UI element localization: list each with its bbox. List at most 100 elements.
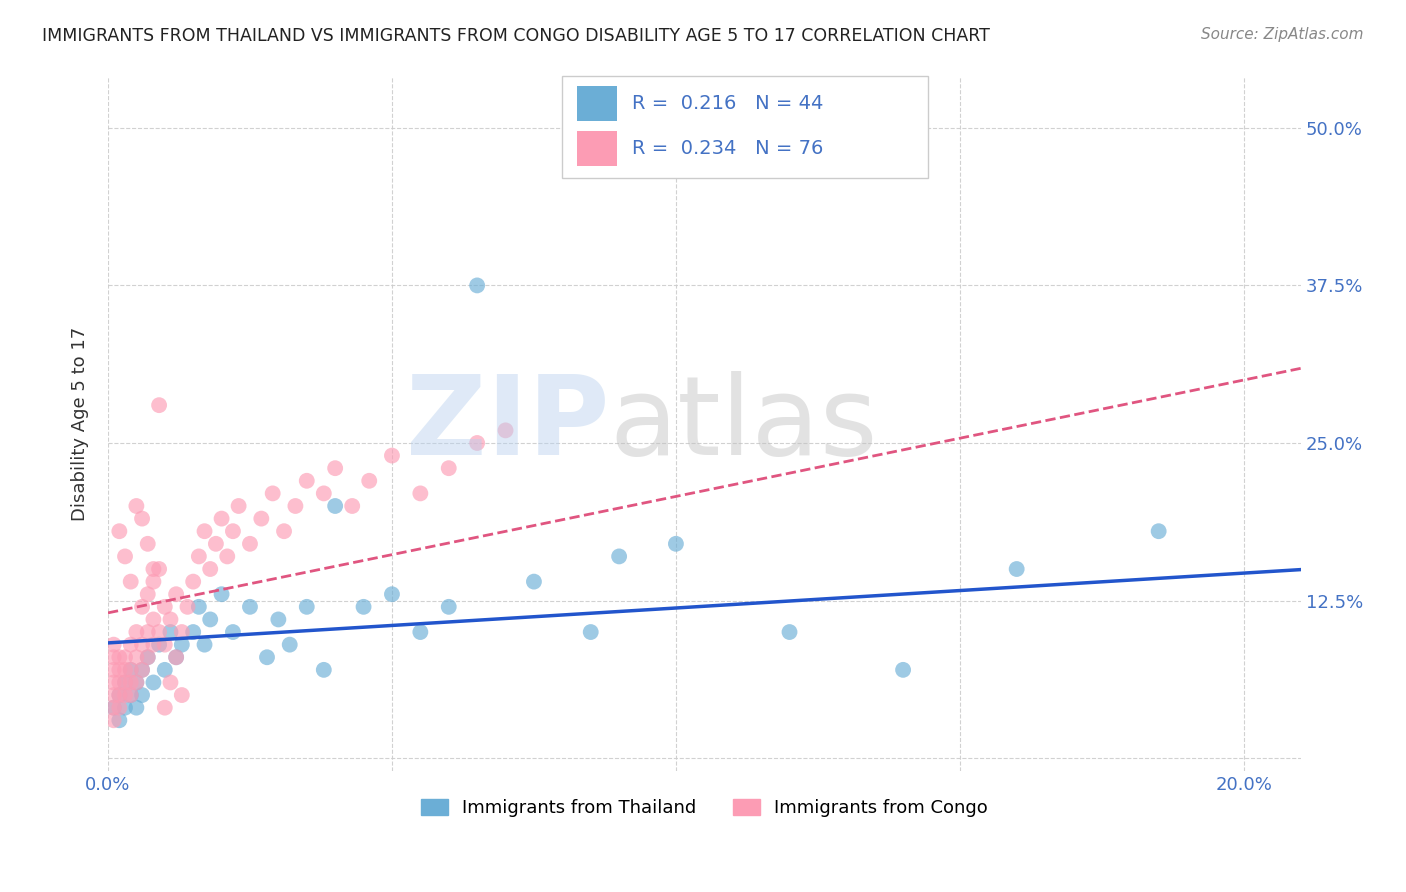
Point: [665, 537, 688, 551]
Point: [607, 549, 630, 564]
Point: [323, 499, 346, 513]
Point: [262, 486, 284, 500]
Point: [295, 474, 318, 488]
Point: [437, 461, 460, 475]
Point: [142, 638, 165, 652]
Point: [103, 688, 125, 702]
Point: [103, 638, 125, 652]
Point: [170, 688, 193, 702]
Point: [193, 638, 215, 652]
Point: [136, 625, 159, 640]
Point: [125, 650, 148, 665]
Point: [131, 688, 153, 702]
Point: [131, 638, 153, 652]
Point: [114, 650, 136, 665]
Point: [200, 562, 222, 576]
Point: [142, 574, 165, 589]
Point: [159, 612, 181, 626]
Point: [1005, 562, 1028, 576]
Point: [256, 650, 278, 665]
Text: R =  0.234   N = 76: R = 0.234 N = 76: [631, 139, 824, 158]
Point: [108, 650, 131, 665]
Point: [153, 599, 176, 614]
Point: [323, 461, 346, 475]
Point: [108, 700, 131, 714]
Point: [187, 599, 209, 614]
Point: [205, 537, 228, 551]
Point: [114, 549, 136, 564]
Point: [159, 675, 181, 690]
Point: [142, 612, 165, 626]
Point: [312, 663, 335, 677]
Point: [103, 713, 125, 727]
Point: [120, 663, 142, 677]
Point: [148, 398, 170, 412]
Point: [267, 612, 290, 626]
Point: [579, 625, 602, 640]
Bar: [576, 131, 617, 166]
Point: [170, 638, 193, 652]
Point: [120, 675, 142, 690]
Point: [165, 650, 187, 665]
Text: Source: ZipAtlas.com: Source: ZipAtlas.com: [1201, 27, 1364, 42]
Point: [381, 449, 404, 463]
Point: [108, 688, 131, 702]
Text: R =  0.216   N = 44: R = 0.216 N = 44: [631, 94, 824, 113]
Point: [108, 675, 131, 690]
Point: [103, 700, 125, 714]
Point: [278, 638, 301, 652]
Point: [465, 278, 488, 293]
Point: [120, 688, 142, 702]
Point: [103, 663, 125, 677]
Point: [114, 700, 136, 714]
Point: [523, 574, 546, 589]
Point: [131, 511, 153, 525]
Point: [103, 700, 125, 714]
Point: [381, 587, 404, 601]
Point: [159, 625, 181, 640]
Point: [125, 625, 148, 640]
Point: [222, 625, 245, 640]
Point: [187, 549, 209, 564]
Point: [114, 688, 136, 702]
Point: [409, 625, 432, 640]
Point: [153, 638, 176, 652]
Point: [136, 537, 159, 551]
Point: [181, 625, 204, 640]
Point: [148, 625, 170, 640]
Point: [148, 638, 170, 652]
Point: [103, 675, 125, 690]
Point: [312, 486, 335, 500]
Point: [170, 625, 193, 640]
Point: [108, 663, 131, 677]
Point: [108, 524, 131, 539]
Point: [228, 499, 250, 513]
Point: [222, 524, 245, 539]
Point: [465, 436, 488, 450]
Point: [108, 713, 131, 727]
Point: [437, 599, 460, 614]
Point: [250, 511, 273, 525]
Point: [340, 499, 363, 513]
Y-axis label: Disability Age 5 to 17: Disability Age 5 to 17: [72, 327, 89, 521]
Point: [142, 562, 165, 576]
Point: [136, 650, 159, 665]
Point: [165, 587, 187, 601]
Point: [125, 675, 148, 690]
Point: [779, 625, 801, 640]
FancyBboxPatch shape: [562, 76, 928, 178]
Point: [125, 700, 148, 714]
Point: [284, 499, 307, 513]
Point: [193, 524, 215, 539]
Legend: Immigrants from Thailand, Immigrants from Congo: Immigrants from Thailand, Immigrants fro…: [413, 791, 995, 824]
Text: ZIP: ZIP: [405, 370, 609, 477]
Point: [239, 537, 262, 551]
Point: [114, 663, 136, 677]
Point: [153, 700, 176, 714]
Point: [120, 574, 142, 589]
Point: [148, 562, 170, 576]
Point: [295, 599, 318, 614]
Point: [125, 499, 148, 513]
Point: [131, 663, 153, 677]
Point: [409, 486, 432, 500]
